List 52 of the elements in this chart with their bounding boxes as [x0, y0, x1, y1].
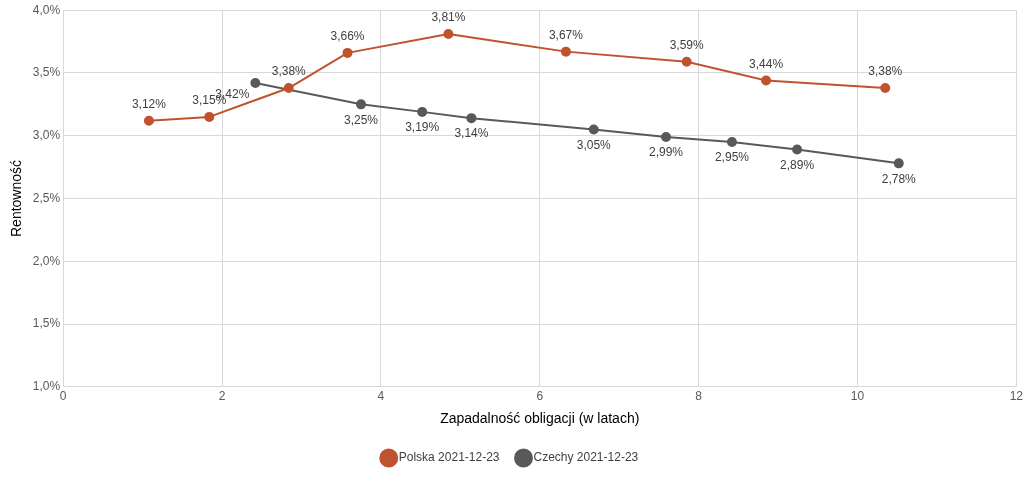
legend-label: Czechy 2021-12-23 [533, 450, 639, 465]
data-label: 3,44% [749, 56, 784, 71]
y-tick-label: 3,0% [32, 128, 61, 143]
x-axis-title: Zapadalność obligacji (w latach) [440, 410, 640, 427]
point [342, 47, 353, 58]
y-tick-label: 4,0% [32, 2, 61, 17]
point [681, 56, 692, 67]
point [893, 158, 904, 169]
data-label: 3,14% [454, 126, 489, 141]
y-tick-label: 1,0% [32, 379, 61, 394]
x-tick-label: 2 [218, 389, 226, 404]
data-label: 3,81% [431, 10, 466, 25]
y-tick-label: 2,5% [32, 190, 61, 205]
legend-label: Polska 2021-12-23 [398, 450, 500, 465]
data-label: 2,95% [714, 150, 750, 165]
point [143, 115, 154, 126]
data-label: 3,38% [868, 64, 903, 79]
data-label: 3,19% [405, 120, 440, 135]
point [204, 111, 215, 122]
data-label: 2,78% [881, 171, 917, 186]
x-tick-label: 0 [59, 389, 67, 404]
point [761, 75, 772, 86]
x-tick-label: 6 [536, 389, 544, 404]
y-tick-label: 2,0% [32, 253, 61, 268]
data-label: 3,12% [131, 96, 167, 111]
point [560, 46, 571, 57]
y-tick-label: 1,5% [32, 316, 61, 331]
data-label: 3,38% [271, 64, 307, 79]
point [417, 106, 428, 117]
data-label: 3,67% [548, 27, 584, 42]
point [880, 83, 891, 94]
data-label: 3,25% [344, 112, 379, 127]
data-label: 3,05% [576, 137, 612, 152]
x-tick-label: 8 [695, 389, 703, 404]
point [726, 137, 737, 148]
point [283, 83, 294, 94]
data-label: 3,59% [669, 37, 705, 52]
point [792, 144, 803, 155]
point [661, 131, 672, 142]
x-tick-label: 12 [1009, 389, 1024, 404]
point [250, 78, 261, 89]
y-tick-label: 3,5% [32, 65, 61, 80]
data-label: 2,89% [780, 157, 815, 172]
point [356, 99, 367, 110]
y-axis-title: Rentowność [8, 159, 25, 238]
data-label: 2,99% [649, 145, 684, 160]
data-label: 3,66% [330, 29, 365, 44]
point [588, 124, 599, 135]
point [466, 113, 477, 124]
point [443, 29, 454, 40]
x-tick-label: 4 [377, 389, 385, 404]
x-tick-label: 10 [850, 389, 865, 404]
